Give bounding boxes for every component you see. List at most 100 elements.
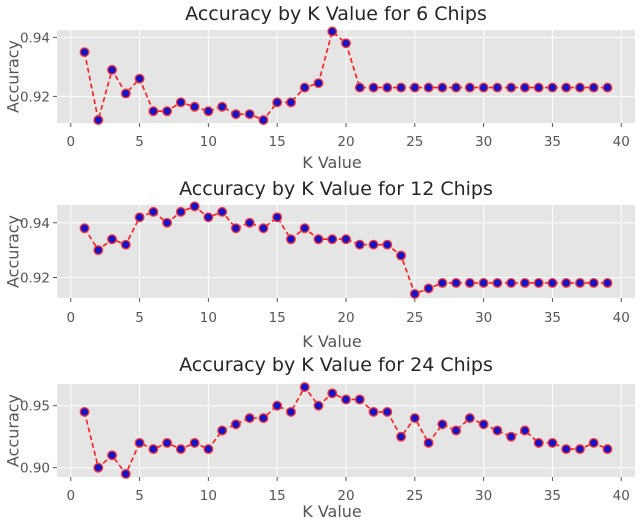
data-point <box>258 413 269 424</box>
data-point <box>203 212 214 223</box>
chart-title: Accuracy by K Value for 24 Chips <box>179 354 493 376</box>
data-point <box>148 206 159 217</box>
data-point <box>547 278 558 288</box>
y-tick-label: 0.92 <box>20 270 50 286</box>
x-tick-label: 40 <box>613 310 630 326</box>
data-point <box>107 450 117 461</box>
data-point <box>327 26 338 37</box>
x-tick-label: 0 <box>66 134 75 150</box>
data-point <box>107 64 117 75</box>
subplot-3: 0 5 10 15 20 25 30 35 40 0.90 0.95 Accuracy by K Va… <box>4 354 635 521</box>
data-point <box>602 82 613 93</box>
data-point <box>134 73 145 84</box>
data-point <box>93 115 104 125</box>
x-tick-label: 35 <box>544 310 561 326</box>
x-tick-label: 15 <box>269 488 286 504</box>
data-point <box>313 78 324 89</box>
data-point <box>437 278 448 288</box>
data-point <box>575 444 585 455</box>
data-point <box>506 431 517 442</box>
x-tick-label: 40 <box>613 134 630 150</box>
data-point <box>478 82 489 93</box>
data-point <box>478 278 489 288</box>
data-point <box>423 283 434 294</box>
x-tick-label: 5 <box>135 488 144 504</box>
data-point <box>120 88 131 99</box>
data-point <box>423 437 434 448</box>
x-axis-label: K Value <box>302 153 362 172</box>
y-tick-label: 0.92 <box>20 89 50 105</box>
data-point <box>79 223 90 234</box>
data-point <box>547 437 558 448</box>
data-point <box>354 239 365 250</box>
data-point <box>134 212 145 223</box>
x-tick-label: 15 <box>269 134 286 150</box>
data-point <box>547 82 558 93</box>
data-point <box>313 400 324 411</box>
chart-title: Accuracy by K Value for 6 Chips <box>185 3 487 25</box>
x-tick-label: 20 <box>337 310 354 326</box>
data-point <box>382 82 393 93</box>
data-point <box>217 425 228 436</box>
data-point <box>162 106 173 117</box>
data-point <box>396 82 406 93</box>
data-point <box>506 278 517 288</box>
x-tick-label: 35 <box>544 488 561 504</box>
data-point <box>286 406 296 417</box>
x-tick-label: 5 <box>135 134 144 150</box>
x-tick-label: 10 <box>200 310 217 326</box>
data-point <box>437 419 448 430</box>
data-point <box>244 413 255 424</box>
data-point <box>575 278 585 288</box>
data-point <box>409 413 420 424</box>
data-point <box>162 217 173 228</box>
x-tick-label: 0 <box>66 488 75 504</box>
data-point <box>602 278 613 288</box>
data-point <box>451 82 462 93</box>
data-point <box>230 419 241 430</box>
data-point <box>286 97 296 108</box>
data-point <box>519 278 530 288</box>
data-point <box>258 115 269 125</box>
x-tick-label: 40 <box>613 488 630 504</box>
data-point <box>175 97 186 108</box>
y-axis-label: Accuracy <box>4 215 23 288</box>
data-point <box>134 437 145 448</box>
data-point <box>382 239 393 250</box>
y-tick-label: 0.94 <box>20 30 50 46</box>
data-point <box>519 82 530 93</box>
data-point <box>478 419 489 430</box>
data-point <box>437 82 448 93</box>
data-point <box>120 239 131 250</box>
data-point <box>189 201 200 212</box>
data-point <box>464 82 475 93</box>
y-axis-label: Accuracy <box>4 40 23 113</box>
data-point <box>327 388 338 399</box>
data-point <box>492 278 503 288</box>
data-point <box>464 278 475 288</box>
data-point <box>602 444 613 455</box>
data-point <box>506 82 517 93</box>
data-point <box>533 437 544 448</box>
x-axis-label: K Value <box>302 502 362 521</box>
x-tick-label: 0 <box>66 310 75 326</box>
data-point <box>341 234 351 245</box>
data-point <box>519 425 530 436</box>
x-tick-label: 25 <box>406 310 423 326</box>
data-point <box>368 82 379 93</box>
data-point <box>244 109 255 120</box>
data-point <box>299 382 310 393</box>
data-point <box>203 106 214 117</box>
data-point <box>588 437 599 448</box>
data-point <box>575 82 585 93</box>
data-point <box>203 444 214 455</box>
x-tick-label: 20 <box>337 488 354 504</box>
data-point <box>286 234 296 245</box>
data-point <box>382 406 393 417</box>
x-tick-label: 20 <box>337 134 354 150</box>
data-point <box>354 82 365 93</box>
data-point <box>299 223 310 234</box>
data-point <box>313 234 324 245</box>
x-tick-label: 25 <box>406 488 423 504</box>
